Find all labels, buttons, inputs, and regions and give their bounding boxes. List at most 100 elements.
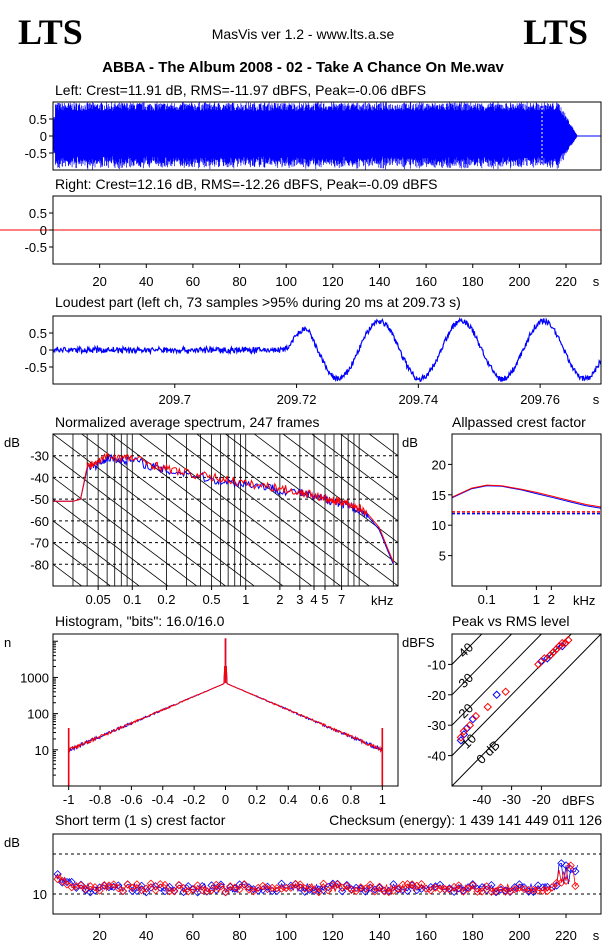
logo-right: LTS — [523, 12, 588, 52]
spectrum-slope — [339, 434, 398, 478]
right-waveform-xtick-label: 180 — [462, 274, 484, 289]
loudest-xtick-label: 209.76 — [520, 392, 560, 407]
spectrum-ytick-label: -60 — [30, 514, 49, 529]
short-crest-point-1 — [179, 884, 188, 893]
loudest-part-title: Loudest part (left ch, 73 samples >95% d… — [55, 294, 461, 310]
spectrum-slope — [53, 455, 227, 586]
crest-ylabel: dB — [402, 435, 418, 450]
histogram-xtick-label: 0.6 — [311, 792, 329, 807]
right-waveform-xtick-label: 20 — [92, 274, 106, 289]
histogram-xtick-label: -0.8 — [89, 792, 111, 807]
spectrum-slope — [53, 434, 255, 586]
spectrum-slope — [53, 585, 54, 586]
short-crest-frame — [52, 833, 602, 915]
peak-rms-ytick-label: -20 — [427, 688, 446, 703]
crest-xtick-label: 2 — [548, 592, 555, 607]
right-waveform-xtick-label: 60 — [186, 274, 200, 289]
short-crest-xtick-label: 20 — [92, 928, 106, 943]
histogram-title: Histogram, "bits": 16.0/16.0 — [55, 613, 225, 629]
short-crest-point-1 — [538, 886, 547, 895]
crest-xtick-label: 1 — [533, 592, 540, 607]
short-crest-point-1 — [468, 881, 477, 890]
short-crest-point-1 — [375, 882, 384, 891]
peak-rms-point-0 — [462, 723, 472, 733]
right-waveform-xtick-label: 100 — [275, 274, 297, 289]
short-crest-point-1 — [100, 880, 109, 890]
peak-rms-point-0 — [468, 714, 478, 724]
spectrum-slope — [282, 434, 398, 522]
histogram-xtick-label: 0.2 — [248, 792, 266, 807]
short-crest-point-1 — [496, 883, 505, 892]
peak-rms-point-1 — [456, 733, 466, 742]
crest-series-0 — [451, 485, 602, 509]
peak-rms-point-1 — [501, 687, 510, 697]
short-crest-point-1 — [352, 886, 361, 896]
peak-rms-ytick-label: -40 — [427, 749, 446, 764]
peak-rms-diagonal — [452, 634, 543, 726]
loudest-xtick-label: 209.72 — [277, 392, 317, 407]
spectrum-frame — [52, 433, 399, 587]
short-crest-point-1 — [193, 881, 202, 890]
histogram-ylabel: n — [4, 635, 12, 650]
spectrum-ytick-label: -40 — [30, 470, 49, 485]
loudest-xtick-label: 209.74 — [398, 392, 438, 407]
short-crest-point-1 — [491, 887, 501, 896]
short-crest-point-0 — [384, 886, 393, 895]
short-crest-point-1 — [314, 888, 323, 897]
peak-rms-diagonal — [452, 634, 601, 786]
short-crest-ylabel: dB — [4, 835, 20, 850]
short-crest-point-1 — [118, 886, 128, 896]
spectrum-slope — [109, 434, 313, 586]
short-crest-point-1 — [128, 883, 137, 893]
short-crest-point-1 — [95, 886, 104, 895]
short-crest-line-1 — [54, 862, 579, 894]
short-crest-point-1 — [463, 884, 473, 893]
peak-rms-point-1 — [555, 641, 564, 651]
short-crest-point-1 — [435, 885, 445, 894]
spectrum-title: Normalized average spectrum, 247 frames — [55, 414, 320, 430]
peak-rms-ytick-label: -30 — [427, 718, 446, 733]
peak-rms-point-1 — [546, 651, 555, 660]
spectrum-slope — [368, 434, 398, 457]
short-crest-point-1 — [403, 880, 412, 889]
spectrum-slope — [224, 434, 398, 565]
short-crest-point-1 — [90, 883, 100, 892]
short-crest-xunit: s — [593, 928, 600, 943]
right-waveform-ytick-label: 0 — [40, 223, 47, 238]
loudest-part-line — [52, 317, 602, 383]
loudest-xunit: s — [593, 392, 600, 407]
peak-rms-point-0 — [537, 657, 546, 666]
short-crest-xtick-label: 100 — [275, 928, 297, 943]
peak-rms-xtick-label: -30 — [502, 792, 521, 807]
spectrum-slope — [81, 434, 284, 586]
peak-rms-xtick-label: -40 — [472, 792, 491, 807]
short-crest-point-1 — [296, 880, 305, 889]
crest-ytick-label: 15 — [432, 488, 446, 503]
histogram-xtick-label: -1 — [63, 792, 75, 807]
spectrum-xtick-label: 0.1 — [123, 592, 141, 607]
peak-rms-point-0 — [492, 690, 501, 700]
crest-ytick-label: 20 — [432, 457, 446, 472]
short-crest-point-1 — [524, 886, 533, 895]
peak-rms-point-1 — [552, 644, 561, 654]
crest-xtick-label: 0.1 — [478, 592, 496, 607]
short-crest-point-1 — [561, 876, 571, 885]
short-crest-point-1 — [221, 887, 230, 897]
spectrum-xtick-label: 5 — [321, 592, 328, 607]
right-waveform-xtick-label: 220 — [555, 274, 577, 289]
short-crest-point-1 — [370, 887, 379, 896]
loudest-ytick-label: 0 — [40, 343, 47, 358]
peak-rms-diagonal — [452, 634, 513, 696]
crest-ytick-label: 10 — [432, 518, 446, 533]
loudest-ytick-label: -0.5 — [25, 360, 47, 375]
loudest-xtick-label: 209.7 — [159, 392, 192, 407]
peak-rms-frame — [451, 633, 602, 787]
short-crest-point-1 — [249, 887, 258, 896]
track-title: ABBA - The Album 2008 - 02 - Take A Chan… — [102, 59, 504, 76]
spectrum-xtick-label: 1 — [242, 592, 249, 607]
short-crest-xtick-label: 80 — [232, 928, 246, 943]
crest-factor-title: Allpassed crest factor — [452, 414, 586, 430]
crest-series-1 — [451, 484, 602, 508]
spectrum-ytick-label: -80 — [30, 557, 49, 572]
